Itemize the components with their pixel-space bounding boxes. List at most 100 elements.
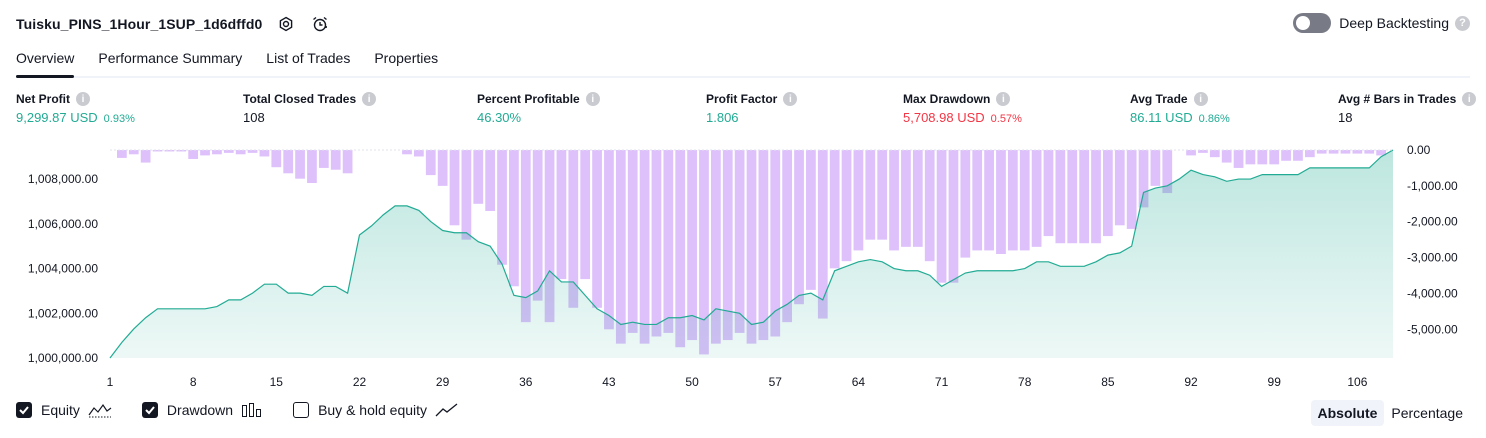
drawdown-bar — [117, 150, 127, 158]
scale-mode-switch: Absolute Percentage — [1310, 400, 1471, 426]
drawdown-bar — [960, 150, 971, 258]
drawdown-bar — [259, 150, 270, 157]
x-tick-label: 1 — [107, 375, 114, 389]
legend-equity[interactable]: Equity — [16, 402, 112, 418]
equity-drawdown-chart[interactable]: 1,000,000.00 1,002,000.00 1,004,000.00 1,00… — [0, 138, 1486, 396]
legend-drawdown[interactable]: Drawdown — [141, 402, 263, 418]
drawdown-bar — [806, 150, 816, 290]
drawdown-bar — [1007, 150, 1018, 251]
tab-list-of-trades[interactable]: List of Trades — [266, 50, 351, 66]
deep-backtesting-toggle[interactable] — [1293, 13, 1332, 33]
drawdown-bar — [295, 150, 305, 179]
metric-percent-profitable: Percent Profitable i 46.30% — [477, 92, 600, 125]
metric-label: Total Closed Trades — [243, 92, 357, 106]
info-icon[interactable]: i — [76, 92, 90, 106]
drawdown-bar — [615, 150, 626, 344]
metric-label: Percent Profitable — [477, 92, 580, 106]
drawdown-bar — [200, 150, 210, 156]
info-icon[interactable]: i — [996, 92, 1011, 106]
tab-overview[interactable]: Overview — [16, 46, 75, 78]
info-icon[interactable]: i — [362, 92, 377, 106]
gear-icon[interactable] — [276, 14, 296, 34]
metric-label: Profit Factor — [706, 92, 778, 106]
x-axis: 1 8 15 22 29 36 43 50 57 64 71 78 85 92 99 106 — [107, 375, 1368, 389]
drawdown-bar — [532, 150, 543, 301]
buy-hold-checkbox[interactable] — [293, 402, 310, 418]
drawdown-bar — [1340, 150, 1351, 154]
info-icon[interactable]: i — [783, 92, 798, 106]
drawdown-bar — [1055, 150, 1066, 244]
metric-value: 1.806 — [706, 110, 739, 125]
x-tick-label: 43 — [602, 375, 616, 389]
drawdown-bar — [307, 150, 317, 183]
tab-properties[interactable]: Properties — [374, 50, 439, 66]
x-tick-label: 71 — [935, 375, 949, 389]
drawdown-bar — [1126, 150, 1137, 229]
buy-hold-line-icon — [435, 403, 458, 417]
drawdown-bar — [556, 150, 567, 280]
drawdown-bar — [912, 150, 923, 247]
drawdown-bar — [520, 150, 531, 323]
tab-performance-summary[interactable]: Performance Summary — [98, 50, 243, 66]
drawdown-bar — [271, 150, 282, 168]
x-tick-label: 8 — [190, 375, 197, 389]
x-tick-label: 22 — [353, 375, 367, 389]
drawdown-bar — [247, 150, 258, 153]
drawdown-bar — [568, 150, 579, 308]
drawdown-bar — [497, 150, 507, 265]
drawdown-bar — [948, 150, 959, 283]
drawdown-bar — [544, 150, 555, 323]
help-icon[interactable]: ? — [1455, 15, 1470, 31]
metric-value: 18 — [1338, 110, 1353, 125]
x-tick-label: 85 — [1101, 375, 1115, 389]
absolute-button[interactable]: Absolute — [1310, 400, 1385, 426]
drawdown-bar — [330, 150, 341, 170]
drawdown-bar — [936, 150, 947, 283]
x-tick-label: 106 — [1347, 375, 1367, 389]
drawdown-checkbox[interactable] — [141, 402, 158, 418]
drawdown-bar — [1245, 150, 1256, 165]
info-icon[interactable]: i — [1462, 92, 1477, 106]
toggle-knob — [1296, 16, 1311, 30]
drawdown-bar — [1186, 150, 1196, 156]
drawdown-bar — [687, 150, 697, 341]
metric-label: Net Profit — [16, 92, 70, 106]
metric-value: 108 — [243, 110, 265, 125]
metric-label: Avg # Bars in Trades — [1338, 92, 1457, 106]
drawdown-bar — [817, 150, 828, 319]
drawdown-bar — [509, 150, 519, 287]
strategy-title: Tuisku_PINS_1Hour_1SUP_1d6dffd0 — [16, 16, 263, 32]
drawdown-bar — [984, 150, 994, 251]
drawdown-bar — [342, 150, 353, 174]
metric-max-drawdown: Max Drawdown i 5,708.98 USD 0.57% — [903, 92, 1022, 125]
drawdown-bar — [829, 150, 840, 269]
percentage-button[interactable]: Percentage — [1391, 405, 1463, 421]
metric-percent: 0.93% — [103, 113, 135, 125]
drawdown-bar — [758, 150, 769, 341]
drawdown-bar — [877, 150, 888, 240]
drawdown-bar — [639, 150, 650, 344]
legend-buy-hold[interactable]: Buy & hold equity — [293, 402, 459, 418]
drawdown-bar — [212, 150, 222, 155]
x-tick-label: 78 — [1018, 375, 1032, 389]
drawdown-bar — [437, 150, 448, 186]
drawdown-bar — [449, 150, 460, 226]
drawdown-bar — [722, 150, 733, 341]
equity-checkbox[interactable] — [16, 402, 32, 418]
legend: Equity Drawdown Buy & hold equity — [16, 402, 489, 418]
metric-value: 86.11 USD — [1130, 110, 1193, 125]
x-tick-label: 15 — [270, 375, 284, 389]
drawdown-bar — [176, 150, 187, 152]
alarm-clock-icon[interactable] — [310, 14, 330, 34]
right-tick-label: -2,000.00 — [1407, 215, 1458, 229]
drawdown-bar — [223, 150, 234, 153]
drawdown-bar — [1364, 150, 1375, 154]
info-icon[interactable]: i — [1193, 92, 1208, 106]
right-tick-label: -3,000.00 — [1407, 251, 1458, 265]
info-icon[interactable]: i — [585, 92, 600, 106]
right-axis: 0.00 -1,000.00 -2,000.00 -3,000.00 -4,000.00… — [1407, 143, 1458, 336]
drawdown-bar — [604, 150, 614, 330]
drawdown-bar — [1376, 150, 1386, 156]
drawdown-bar — [1091, 150, 1101, 244]
drawdown-bar — [1114, 150, 1125, 226]
